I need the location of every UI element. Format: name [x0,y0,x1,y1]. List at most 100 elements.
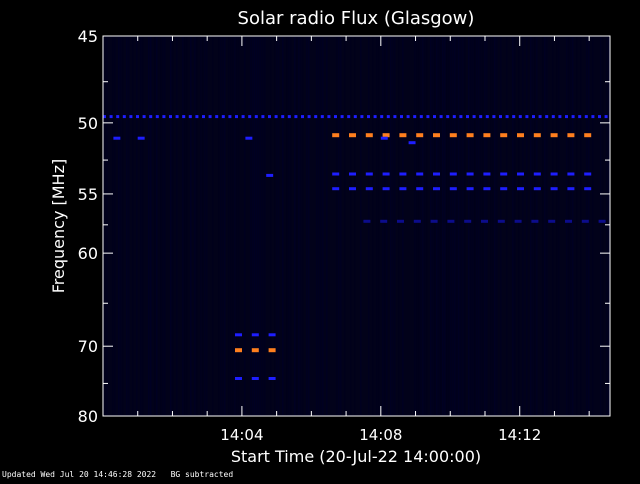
band-segment [492,115,496,119]
band-segment [416,133,424,138]
band-segment [518,115,522,119]
noise-streak [394,37,396,415]
noise-streak [290,37,292,415]
band-segment [155,115,159,119]
noise-streak [496,37,498,415]
noise-streak [566,37,568,415]
noise-streak [340,37,342,415]
band-segment [386,115,390,119]
noise-streak [460,37,462,415]
band-segment [483,187,491,191]
plot-background [103,36,610,416]
footer-gap [156,470,170,479]
noise-streak [184,37,186,415]
noise-streak [444,37,446,415]
feature-spot-53.6 [266,173,274,177]
band-segment [251,348,259,353]
noise-streak [276,37,278,415]
band-segment [149,115,153,119]
band-segment [373,115,377,119]
band-segment [332,172,340,176]
noise-streak [212,37,214,415]
feature-band-54.6 [332,187,592,191]
band-segment [459,115,463,119]
y-tick-label: 70 [78,337,98,356]
noise-streak [552,37,554,415]
noise-streak [382,37,384,415]
noise-streak [440,37,442,415]
noise-streak [518,37,520,415]
band-segment [360,115,364,119]
noise-streak [448,37,450,415]
noise-streak [256,37,258,415]
band-segment [545,115,549,119]
band-segment [533,187,541,191]
noise-streak [474,37,476,415]
noise-streak [452,37,454,415]
noise-streak [422,37,424,415]
band-segment [349,187,356,191]
band-segment [406,115,410,119]
noise-streak [454,37,456,415]
noise-streak [592,37,594,415]
noise-streak [258,37,260,415]
band-segment [235,348,242,353]
noise-streak [190,37,192,415]
noise-streak [424,37,426,415]
band-segment [169,115,172,119]
noise-streak [300,37,302,415]
band-segment [447,219,455,223]
noise-streak [202,37,204,415]
y-tick-label: 60 [78,244,98,263]
band-segment [307,115,311,119]
band-segment [294,115,298,119]
band-segment [558,115,562,119]
band-segment [268,333,276,337]
band-segment [550,133,558,138]
band-segment [235,115,238,119]
x-tick-label: 14:08 [359,426,402,444]
spot [408,141,416,145]
band-segment [380,219,388,223]
band-segment [505,115,509,119]
noise-streak [270,37,272,415]
band-segment [353,115,357,119]
band-segment [116,115,120,119]
band-segment [393,115,397,119]
band-segment [525,115,529,119]
band-segment [439,115,443,119]
band-segment [464,219,472,223]
feature-continuous-interference [103,115,608,119]
noise-streak [536,37,538,415]
band-segment [334,115,337,119]
spot [137,136,145,140]
feature-spot-51-a [113,136,121,140]
band-segment [301,115,304,119]
feature-burst-74.3 [235,377,276,380]
footer-status: Updated Wed Jul 20 14:46:28 2022 BG subt… [2,470,233,479]
noise-streak [526,37,528,415]
band-segment [382,133,390,138]
band-segment [314,115,318,119]
noise-streak [282,37,284,415]
band-segment [340,115,344,119]
band-segment [413,115,417,119]
noise-streak [438,37,440,415]
noise-streak [112,37,114,415]
feature-burst-68.6 [235,333,276,337]
noise-streak [206,37,208,415]
feature-spot-51-c [245,136,253,140]
band-segment [215,115,219,119]
noise-streak [602,37,604,415]
noise-streak [586,37,588,415]
band-segment [550,172,558,176]
noise-streak [426,37,428,415]
band-segment [416,172,424,176]
y-tick-label: 50 [78,114,98,133]
band-segment [268,348,276,353]
band-segment [349,172,356,176]
band-segment [251,333,259,337]
band-segment [584,115,588,119]
noise-streak [338,37,340,415]
band-segment [188,115,192,119]
